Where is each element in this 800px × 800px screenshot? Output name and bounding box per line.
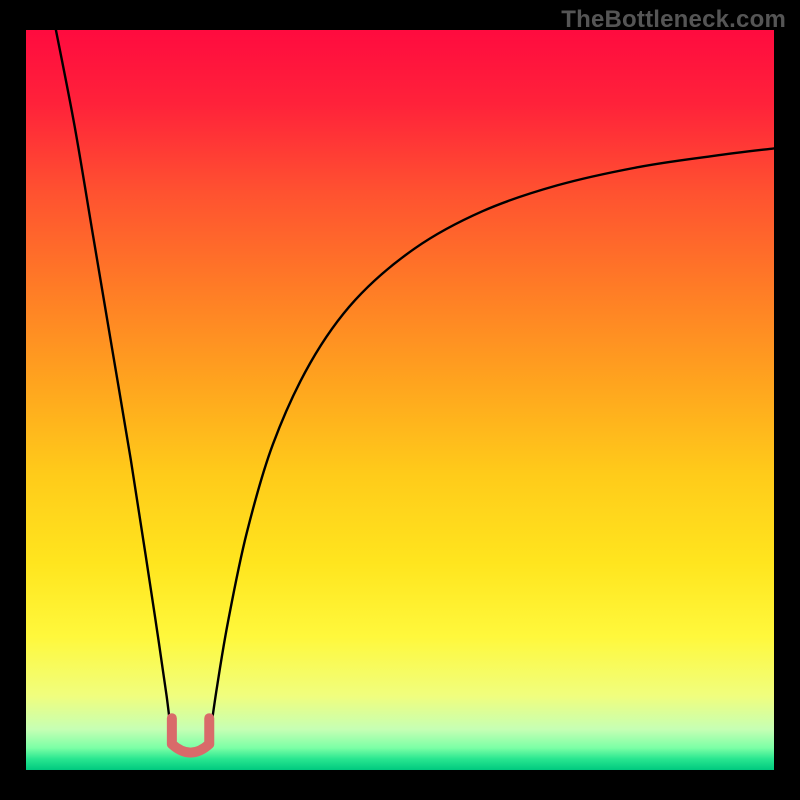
chart-svg: [26, 30, 774, 770]
gradient-background: [26, 30, 774, 770]
plot-area: [26, 30, 774, 770]
chart-frame: TheBottleneck.com: [0, 0, 800, 800]
